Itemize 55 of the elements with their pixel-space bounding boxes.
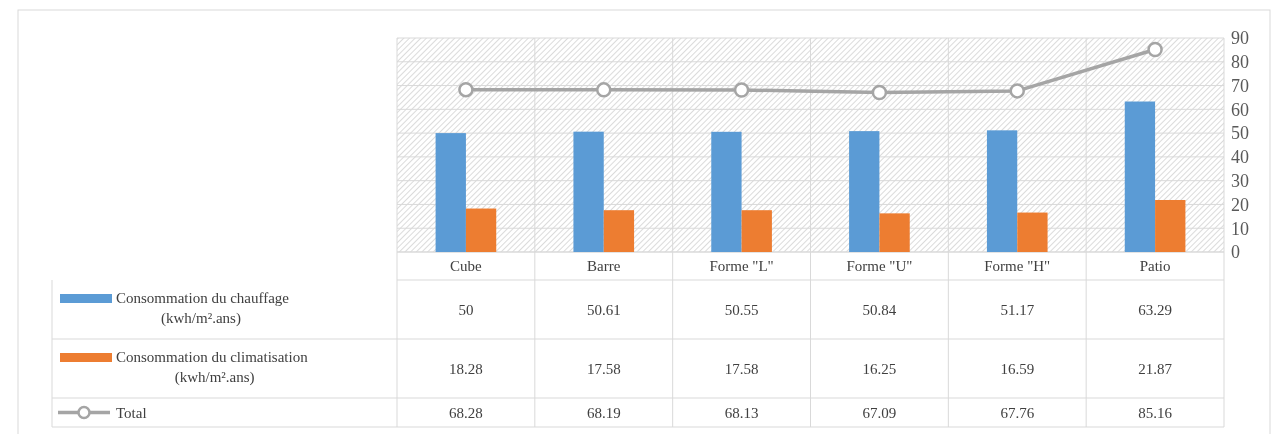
y-tick-label: 60 [1231,99,1249,120]
point [733,82,750,98]
y-tick-label: 90 [1231,28,1249,49]
point [596,82,612,98]
bar [465,208,497,252]
bar [879,213,910,252]
bar [573,131,604,252]
data-label: 50 [458,301,474,318]
x-tick-label: Forme "H" [984,258,1051,275]
x-tick-label: Forme "L" [709,258,774,275]
y-tick-label: 20 [1231,194,1249,215]
y-tick-label: 70 [1231,75,1249,96]
bar [435,133,466,252]
y-tick-label: 50 [1231,123,1249,144]
legend-label: Consommation du climatisation (kwh/m².ans) [116,349,309,387]
bar [741,210,772,252]
data-label: 17.58 [586,360,621,377]
data-label: 16.25 [862,360,897,377]
bar [986,130,1018,252]
point [1009,83,1025,99]
data-label: 18.28 [449,360,483,377]
point [458,81,474,98]
data-label: 67.09 [862,404,897,421]
y-tick-label: 80 [1231,52,1249,73]
data-label: 21.87 [1138,360,1173,377]
data-label: 63.29 [1138,301,1172,318]
bar [711,131,742,252]
point [1147,41,1163,58]
bar [603,210,635,252]
point [871,84,888,101]
y-tick-label: 40 [1231,147,1249,168]
data-label: 16.59 [1000,360,1035,377]
bar [1124,101,1156,252]
data-label: 85.16 [1138,404,1173,421]
bar [1155,200,1186,252]
x-tick-label: Patio [1139,258,1171,275]
y-tick-label: 10 [1231,218,1249,239]
data-label: 68.28 [449,404,483,421]
data-label: 68.19 [586,404,621,421]
data-label: 67.76 [1000,404,1035,421]
bar [1017,212,1048,252]
x-tick-label: Cube [450,258,483,275]
data-label: 50.84 [862,301,897,318]
legend-label: Total [116,404,147,421]
bar [849,131,880,252]
y-tick-label: 0 [1231,242,1240,263]
legend-label: Consommation du chauffage (kwh/m².ans) [116,290,290,328]
y-tick-label: 30 [1231,170,1249,191]
data-label: 50.61 [586,301,621,318]
data-label: 17.58 [724,360,759,377]
data-label: 68.13 [724,404,759,421]
data-label: 50.55 [724,301,759,318]
x-tick-label: Barre [587,258,621,275]
data-label: 51.17 [1000,301,1035,318]
x-tick-label: Forme "U" [846,258,913,275]
